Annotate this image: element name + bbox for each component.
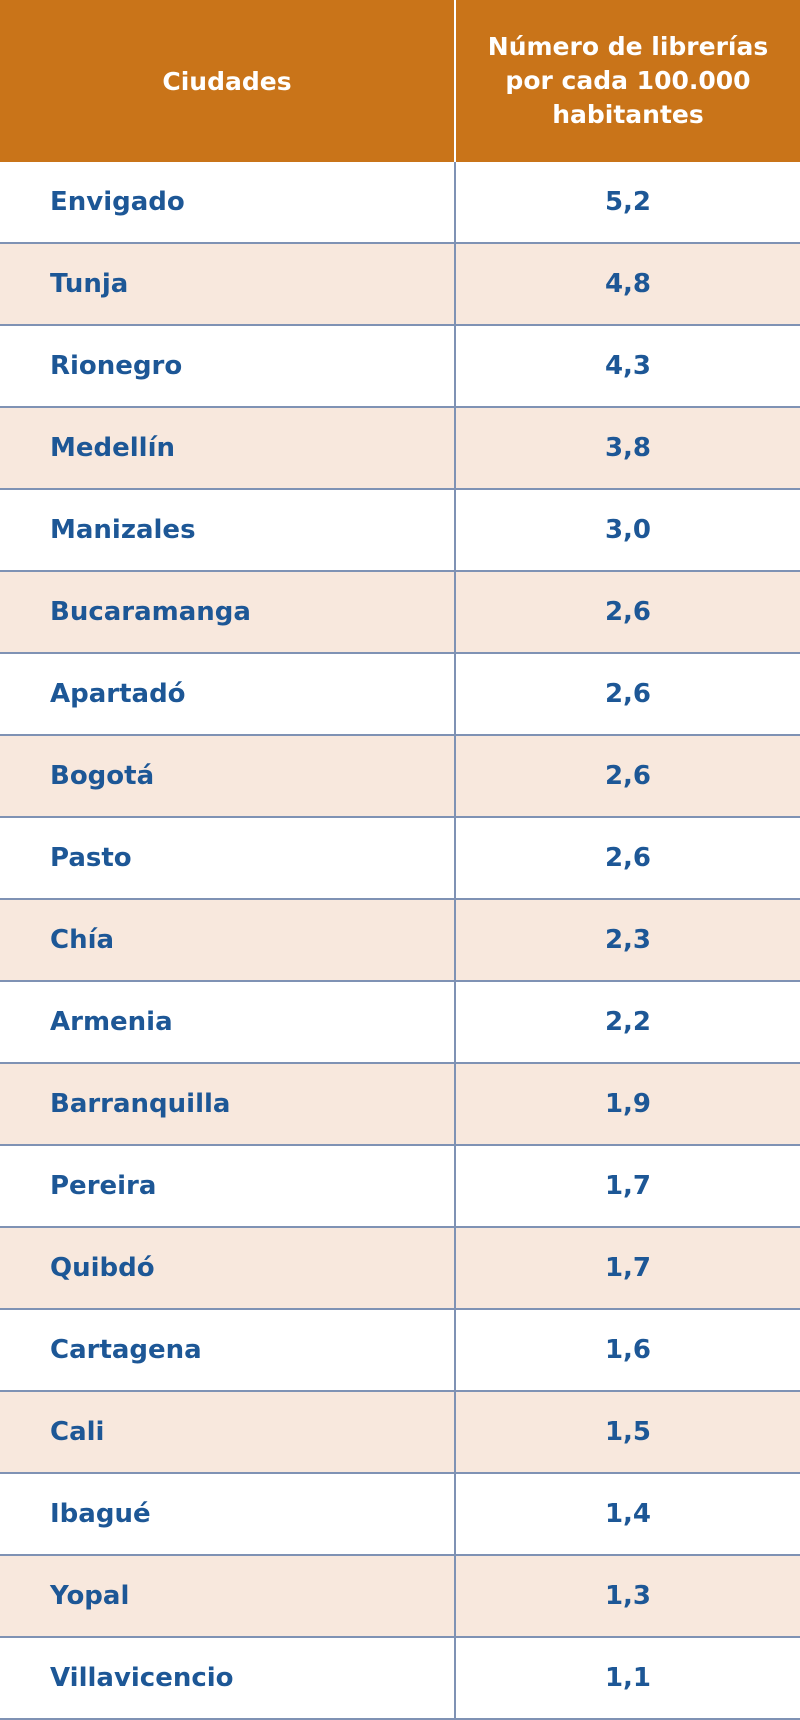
city-name-cell: Pasto [0, 817, 456, 900]
city-name-cell: Cartagena [0, 1309, 456, 1392]
city-name-cell: Yopal [0, 1555, 456, 1638]
city-name-cell: Chía [0, 899, 456, 982]
bookstore-rate-cell: 1,5 [455, 1391, 800, 1474]
bookstore-rate-cell: 2,6 [455, 653, 800, 736]
city-name-cell: Ibagué [0, 1473, 456, 1556]
bookstore-rate-cell: 1,7 [455, 1145, 800, 1228]
city-name-cell: Rionegro [0, 325, 456, 408]
column-header-bookstores: Número de librerías por cada 100.000 hab… [455, 0, 800, 162]
city-name-cell: Bucaramanga [0, 571, 456, 654]
city-name-cell: Armenia [0, 981, 456, 1064]
bookstore-rate-cell: 4,3 [455, 325, 800, 408]
table-row: Cali 1,5 [0, 1391, 800, 1474]
table-body: Envigado 5,2 Tunja 4,8 Rionegro 4,3 Medellín 3,… [0, 162, 800, 1720]
city-name-cell: Quibdó [0, 1227, 456, 1310]
table-row: Chía 2,3 [0, 899, 800, 982]
city-name-cell: Tunja [0, 243, 456, 326]
bookstore-rate-cell: 2,2 [455, 981, 800, 1064]
city-name-cell: Bogotá [0, 735, 456, 818]
table-row: Villavicencio 1,1 [0, 1637, 800, 1720]
table-row: Bogotá 2,6 [0, 735, 800, 818]
table-row: Pasto 2,6 [0, 817, 800, 900]
bookstore-rate-cell: 1,9 [455, 1063, 800, 1146]
bookstore-rate-cell: 1,3 [455, 1555, 800, 1638]
bookstore-rate-cell: 1,6 [455, 1309, 800, 1392]
city-name-cell: Envigado [0, 162, 456, 244]
table-row: Apartadó 2,6 [0, 653, 800, 736]
bookstore-rate-cell: 1,7 [455, 1227, 800, 1310]
table-row: Ibagué 1,4 [0, 1473, 800, 1556]
bookstore-rate-cell: 1,1 [455, 1637, 800, 1720]
table-row: Medellín 3,8 [0, 407, 800, 490]
bookstore-rate-cell: 5,2 [455, 162, 800, 244]
city-name-cell: Barranquilla [0, 1063, 456, 1146]
bookstore-rate-cell: 2,6 [455, 817, 800, 900]
city-name-cell: Cali [0, 1391, 456, 1474]
city-name-cell: Pereira [0, 1145, 456, 1228]
table-row: Barranquilla 1,9 [0, 1063, 800, 1146]
table-row: Yopal 1,3 [0, 1555, 800, 1638]
table-row: Cartagena 1,6 [0, 1309, 800, 1392]
bookstore-rate-cell: 2,6 [455, 571, 800, 654]
bookstore-rate-cell: 4,8 [455, 243, 800, 326]
table-row: Manizales 3,0 [0, 489, 800, 572]
table-row: Quibdó 1,7 [0, 1227, 800, 1310]
bookstore-rate-cell: 3,8 [455, 407, 800, 490]
table-row: Bucaramanga 2,6 [0, 571, 800, 654]
table-row: Armenia 2,2 [0, 981, 800, 1064]
table-row: Envigado 5,2 [0, 162, 800, 244]
bookstore-rate-cell: 2,6 [455, 735, 800, 818]
city-name-cell: Apartadó [0, 653, 456, 736]
bookstore-rate-cell: 3,0 [455, 489, 800, 572]
city-name-cell: Villavicencio [0, 1637, 456, 1720]
column-header-cities: Ciudades [0, 0, 456, 162]
bookstore-rate-cell: 1,4 [455, 1473, 800, 1556]
city-name-cell: Medellín [0, 407, 456, 490]
city-name-cell: Manizales [0, 489, 456, 572]
table-row: Rionegro 4,3 [0, 325, 800, 408]
table-row: Pereira 1,7 [0, 1145, 800, 1228]
header-row: Ciudades Número de librerías por cada 10… [0, 0, 800, 162]
bookstore-rate-cell: 2,3 [455, 899, 800, 982]
table-row: Tunja 4,8 [0, 243, 800, 326]
